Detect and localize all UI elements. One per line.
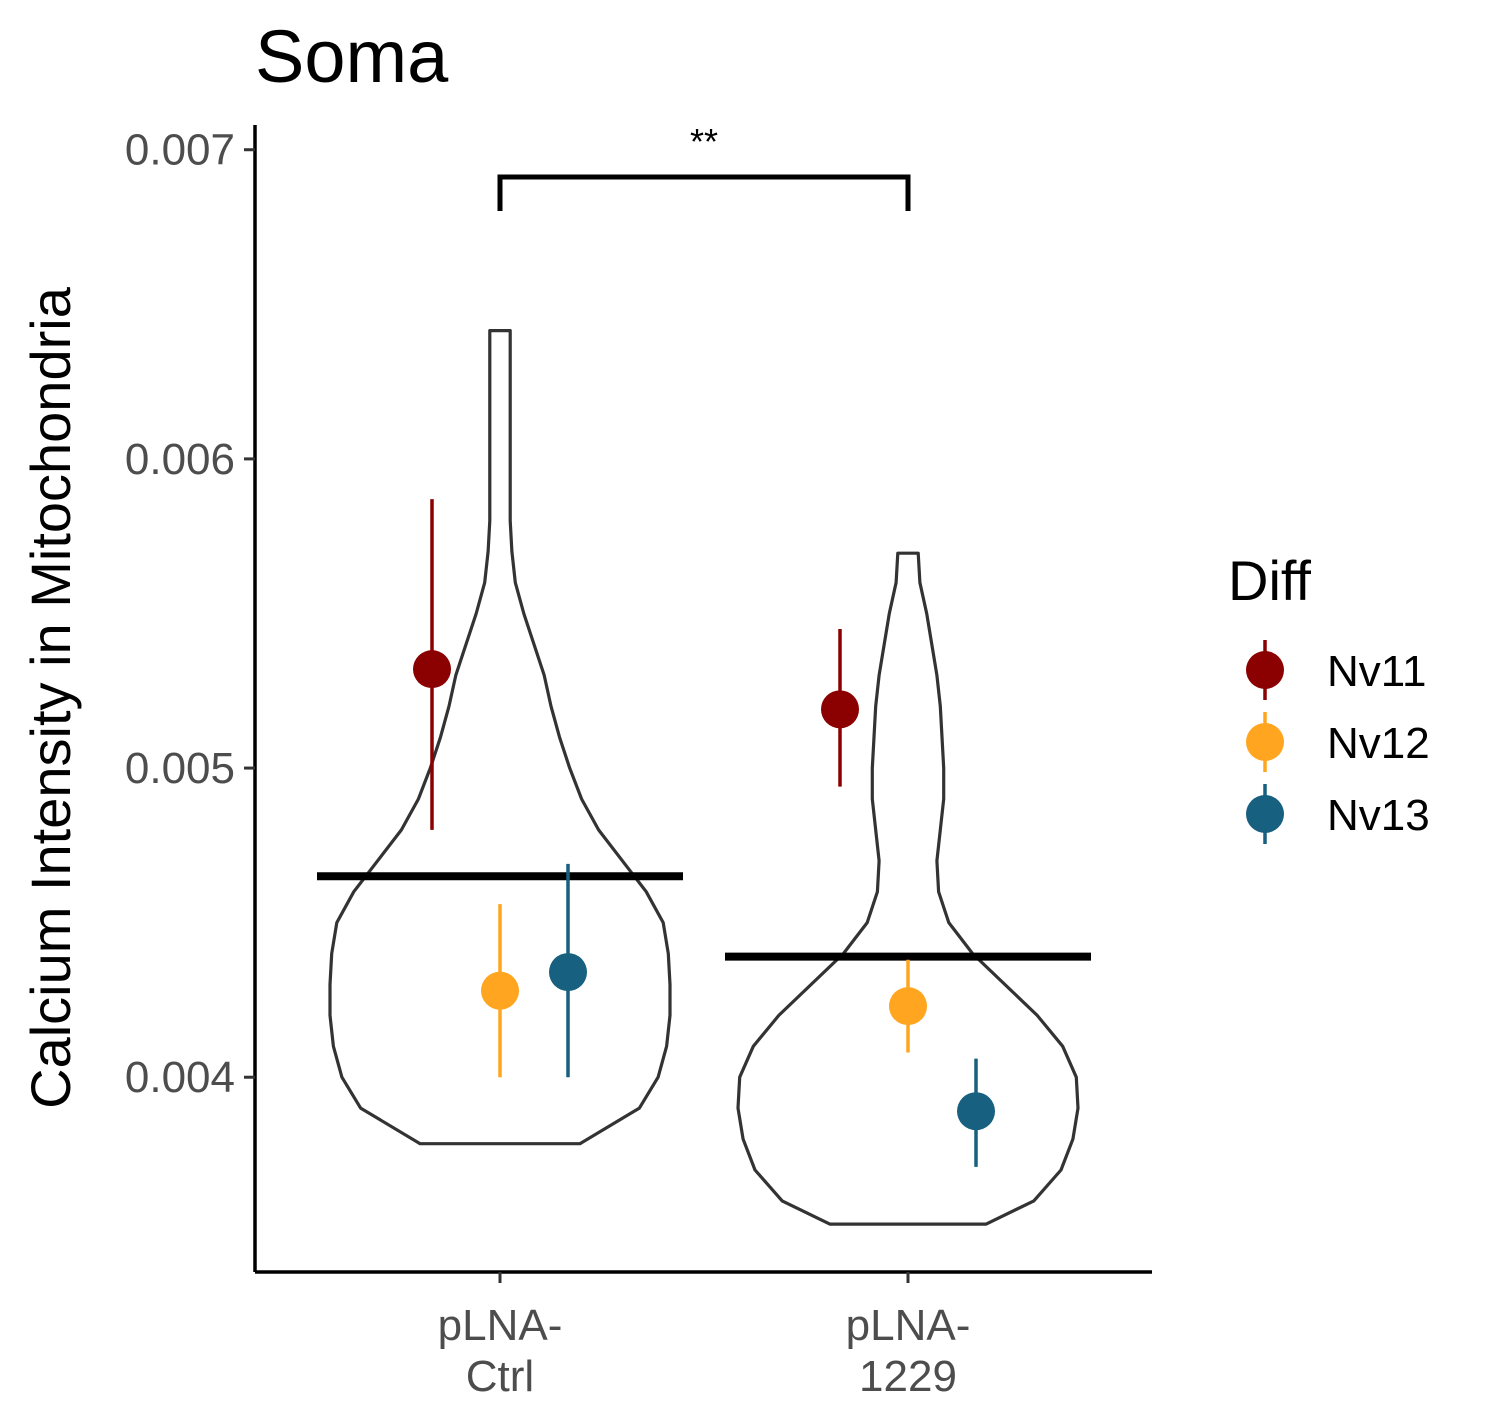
legend: Diff Nv11 Nv12 Nv13 [1228,549,1430,844]
legend-label-Nv13: Nv13 [1327,791,1430,840]
y-tick-label: 0.004 [125,1053,235,1102]
legend-key-dot-Nv13 [1246,795,1284,833]
point-Nv11-ctrl [413,650,451,689]
point-Nv13-1229 [957,1092,995,1131]
y-tick-label: 0.007 [125,126,235,175]
significance-bracket [497,174,911,211]
x-tick-label-line: 1229 [859,1352,957,1401]
x-tick-label-line: pLNA- [438,1301,563,1350]
y-tick-label: 0.005 [125,744,235,793]
point-Nv12-1229 [889,987,927,1026]
violin-1229 [736,551,1080,1226]
x-tick-label: pLNA-Ctrl [438,1301,563,1401]
point-Nv13-ctrl [549,953,587,992]
legend-key-dot-Nv12 [1246,723,1284,761]
y-axis-title: Calcium Intensity in Mitochondria [19,286,82,1109]
legend-title: Diff [1228,549,1311,612]
plot-area: ** [317,121,1091,1226]
significance-label: ** [690,121,718,162]
violin-ctrl [328,329,672,1146]
point-Nv11-1229 [821,690,859,729]
x-tick-label: pLNA-1229 [846,1301,971,1401]
point-Nv12-ctrl [481,971,519,1010]
x-tick-label-line: pLNA- [846,1301,971,1350]
x-tick-label-line: Ctrl [466,1352,534,1401]
y-tick-label: 0.006 [125,435,235,484]
legend-label-Nv11: Nv11 [1327,647,1426,696]
legend-key-dot-Nv11 [1246,651,1284,689]
legend-label-Nv12: Nv12 [1327,719,1430,768]
chart-title: Soma [255,15,449,98]
